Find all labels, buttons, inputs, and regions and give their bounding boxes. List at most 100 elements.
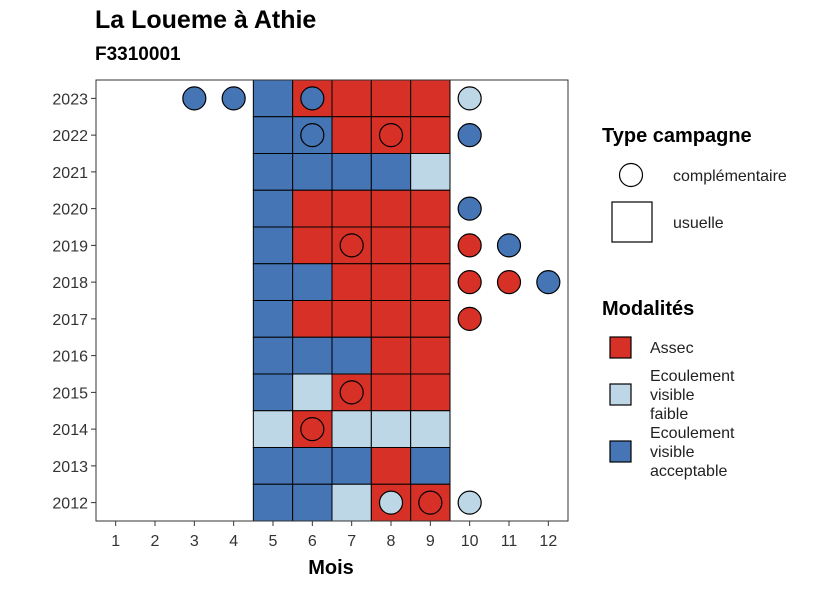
x-axis: 1 2 3 4 5 6 7 8 9 10 11 12	[111, 521, 557, 550]
tile-2019-9	[410, 226, 451, 265]
point-2012-9	[418, 490, 443, 515]
chart-subtitle: F3310001	[95, 44, 181, 65]
tile-2022-9	[410, 116, 451, 154]
tile-2021-8	[370, 153, 412, 191]
tile-2023-9	[410, 79, 451, 118]
y-tick-label-2012: 2012	[52, 496, 88, 513]
x-tick-label-5: 5	[269, 533, 278, 550]
legend-mod-key-faible	[609, 383, 632, 406]
legend-type-key-square	[611, 201, 653, 243]
point-2022-10	[457, 123, 482, 148]
legend-mod-label-faible-2: faible	[650, 406, 688, 423]
chart-title: La Loueme à Athie	[95, 6, 317, 34]
tile-2021-9	[410, 153, 451, 191]
tile-2017-9	[410, 300, 451, 338]
x-tick-label-4: 4	[229, 533, 238, 550]
y-axis: 2012 2013 2014 2015 2016 2017 2018 2019 2020 2021…	[52, 91, 96, 513]
y-tick-label-2013: 2013	[52, 459, 88, 476]
tile-2022-5	[252, 116, 294, 154]
tile-2023-7	[331, 79, 372, 118]
tile-2017-7	[331, 300, 372, 338]
y-tick-label-2018: 2018	[52, 275, 88, 292]
tile-2018-7	[331, 263, 372, 301]
y-tick-label-2016: 2016	[52, 349, 88, 366]
x-tick-label-10: 10	[461, 533, 479, 550]
point-2019-11	[496, 233, 522, 258]
tile-2018-5	[252, 263, 294, 301]
tile-2019-6	[292, 226, 333, 265]
point-2012-10	[457, 490, 482, 515]
point-2023-3	[182, 86, 207, 111]
legend-type-title: Type campagne	[602, 125, 752, 147]
point-2022-6	[300, 123, 325, 148]
tile-2016-6	[292, 336, 333, 375]
tile-2019-5	[252, 226, 294, 265]
tile-2012-5	[252, 483, 294, 522]
point-2018-12	[536, 270, 561, 295]
x-tick-label-11: 11	[501, 533, 518, 550]
y-tick-label-2022: 2022	[52, 128, 88, 145]
tile-2015-9	[410, 373, 451, 412]
x-tick-label-1: 1	[111, 533, 120, 550]
tile-2022-7	[331, 116, 372, 154]
point-2015-7	[339, 380, 364, 405]
y-tick-label-2014: 2014	[52, 422, 88, 439]
legend-type-label-square: usuelle	[673, 215, 724, 232]
tile-2015-5	[252, 373, 294, 412]
tile-2014-9	[410, 410, 451, 448]
point-2017-10	[457, 306, 482, 331]
tile-2021-5	[252, 153, 294, 191]
tile-2020-6	[292, 189, 333, 228]
point-2018-10	[457, 270, 482, 295]
legend-mod-key-assec	[609, 336, 632, 359]
legend-type-label-circle: complémentaire	[673, 168, 787, 185]
point-2023-4	[221, 86, 246, 111]
tile-2012-6	[292, 483, 333, 522]
tile-2021-6	[292, 153, 333, 191]
legend: Type campagne complémentaire usuelle Modali…	[602, 125, 787, 480]
x-tick-label-9: 9	[426, 533, 435, 550]
tile-2020-9	[410, 189, 451, 228]
point-2014-6	[300, 417, 325, 442]
tile-2013-7	[331, 447, 372, 485]
legend-mod-label-assec-0: Assec	[650, 340, 694, 357]
point-2019-10	[457, 233, 482, 258]
x-tick-label-8: 8	[387, 533, 396, 550]
tile-2017-8	[370, 300, 412, 338]
tile-2016-9	[410, 336, 451, 375]
tile-2020-7	[331, 189, 372, 228]
y-tick-label-2023: 2023	[52, 91, 88, 108]
legend-modalites-title: Modalités	[602, 298, 694, 320]
tile-2019-8	[370, 226, 412, 265]
x-tick-label-6: 6	[308, 533, 317, 550]
tile-2016-7	[331, 336, 372, 375]
tile-2023-8	[370, 79, 412, 118]
y-tick-label-2017: 2017	[52, 312, 88, 329]
point-2023-10	[457, 86, 482, 111]
x-tick-label-12: 12	[539, 533, 557, 550]
y-tick-label-2020: 2020	[52, 202, 88, 219]
tile-2015-8	[370, 373, 412, 412]
tile-2023-5	[252, 79, 294, 118]
tile-2014-8	[370, 410, 412, 448]
y-tick-label-2021: 2021	[52, 165, 88, 182]
tile-2013-6	[292, 447, 333, 485]
point-2018-11	[496, 270, 522, 295]
tile-2021-7	[331, 153, 372, 191]
point-2020-10	[457, 196, 482, 221]
tile-2020-8	[370, 189, 412, 228]
point-2023-6	[300, 86, 325, 111]
tile-2018-8	[370, 263, 412, 301]
tile-2015-6	[292, 373, 333, 412]
legend-mod-label-faible-1: visible	[650, 387, 695, 404]
tile-2018-9	[410, 263, 451, 301]
x-tick-label-7: 7	[347, 533, 356, 550]
tile-2013-8	[370, 447, 412, 485]
tile-2020-5	[252, 189, 294, 228]
tile-2016-8	[370, 336, 412, 375]
tile-2014-5	[252, 410, 294, 448]
y-tick-label-2019: 2019	[52, 238, 88, 255]
point-2022-8	[378, 123, 404, 148]
complementaire-points	[182, 86, 561, 515]
